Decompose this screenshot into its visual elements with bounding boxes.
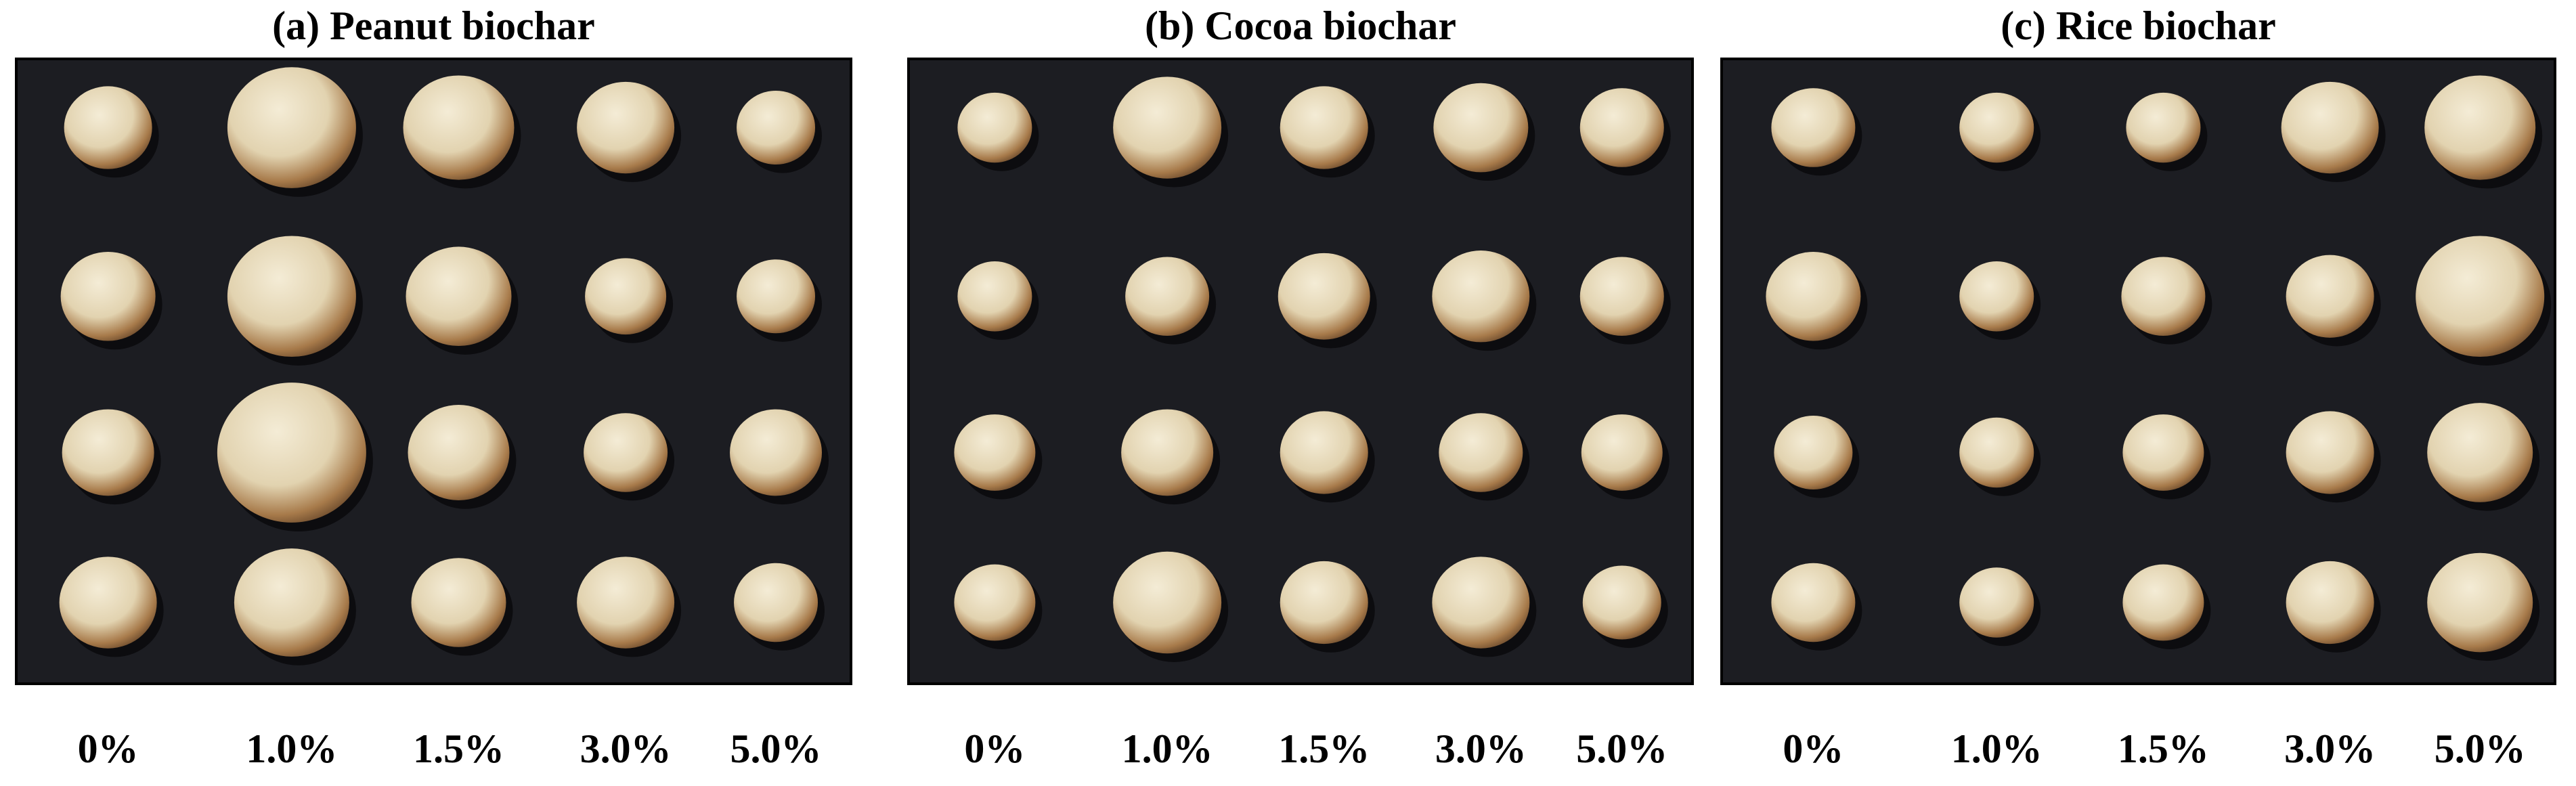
concentration-label: 3.0% xyxy=(580,726,672,771)
onion xyxy=(954,414,1036,491)
onion xyxy=(408,404,510,500)
onion xyxy=(1581,414,1663,491)
onion xyxy=(1959,417,2034,488)
onion xyxy=(2416,236,2545,357)
concentration-label: 1.5% xyxy=(1278,726,1370,771)
onion xyxy=(1121,409,1214,496)
onion xyxy=(737,259,816,334)
onion xyxy=(2126,92,2201,163)
onion xyxy=(64,86,152,169)
onion xyxy=(957,261,1032,332)
onion xyxy=(1579,88,1664,167)
concentration-label: 3.0% xyxy=(2284,726,2376,771)
onion xyxy=(1433,83,1529,173)
onion xyxy=(1766,251,1861,341)
onion xyxy=(954,564,1036,641)
onion xyxy=(1280,561,1368,645)
onion xyxy=(2286,561,2374,645)
onion xyxy=(1280,86,1368,169)
onion xyxy=(217,383,366,523)
onion xyxy=(1582,565,1661,640)
onion xyxy=(2122,564,2204,641)
concentration-label: 1.0% xyxy=(246,726,337,771)
concentration-label: 1.0% xyxy=(1122,726,1213,771)
onion xyxy=(60,251,156,341)
concentration-label: 1.5% xyxy=(413,726,504,771)
concentration-label: 5.0% xyxy=(1576,726,1667,771)
onion xyxy=(1774,415,1853,490)
onion xyxy=(403,75,515,180)
concentration-label: 1.5% xyxy=(2118,726,2209,771)
onion xyxy=(577,81,675,174)
onion xyxy=(227,236,356,357)
concentration-label: 5.0% xyxy=(2435,726,2526,771)
onion xyxy=(1771,563,1856,642)
onion xyxy=(1959,92,2034,163)
onion xyxy=(1125,257,1210,336)
onion xyxy=(584,413,668,492)
onion xyxy=(1280,411,1368,494)
onion xyxy=(2281,81,2379,174)
onion xyxy=(1113,77,1222,179)
concentration-label: 1.0% xyxy=(1951,726,2043,771)
onion xyxy=(62,409,154,496)
onion xyxy=(2286,411,2374,494)
concentration-label: 0% xyxy=(964,726,1025,771)
onion xyxy=(227,67,356,188)
onion xyxy=(1432,250,1530,343)
concentration-label: 5.0% xyxy=(730,726,822,771)
onion xyxy=(1959,567,2034,638)
onion xyxy=(585,258,667,335)
onion xyxy=(1771,88,1856,167)
onion xyxy=(2122,414,2204,491)
panel-title: (a) Peanut biochar xyxy=(272,3,595,48)
onion xyxy=(730,409,823,496)
onion xyxy=(2424,75,2536,180)
onion xyxy=(2427,403,2533,502)
onion xyxy=(577,556,675,649)
onion xyxy=(1278,253,1370,340)
onion xyxy=(2121,257,2206,336)
onion xyxy=(411,558,506,647)
onion xyxy=(957,92,1032,163)
concentration-label: 3.0% xyxy=(1435,726,1527,771)
onion xyxy=(734,563,818,642)
onion xyxy=(1579,257,1664,336)
onion xyxy=(1113,551,1222,654)
panel-title: (b) Cocoa biochar xyxy=(1145,3,1456,48)
onion xyxy=(1432,556,1530,649)
concentration-label: 0% xyxy=(1783,726,1843,771)
onion xyxy=(59,556,157,649)
panel-title: (c) Rice biochar xyxy=(2001,3,2276,48)
onion xyxy=(2286,255,2374,338)
onion xyxy=(737,91,816,165)
onion xyxy=(234,548,349,657)
onion xyxy=(2427,552,2533,653)
onion xyxy=(1439,413,1523,492)
concentration-label: 0% xyxy=(78,726,139,771)
onion xyxy=(1959,261,2034,332)
onion xyxy=(406,246,512,347)
